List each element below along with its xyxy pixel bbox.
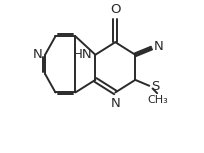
Text: O: O bbox=[110, 3, 121, 16]
Text: N: N bbox=[111, 97, 121, 110]
Text: CH₃: CH₃ bbox=[147, 95, 168, 105]
Text: N: N bbox=[154, 40, 164, 53]
Text: S: S bbox=[151, 80, 159, 93]
Text: N: N bbox=[33, 48, 42, 61]
Text: HN: HN bbox=[73, 48, 93, 61]
